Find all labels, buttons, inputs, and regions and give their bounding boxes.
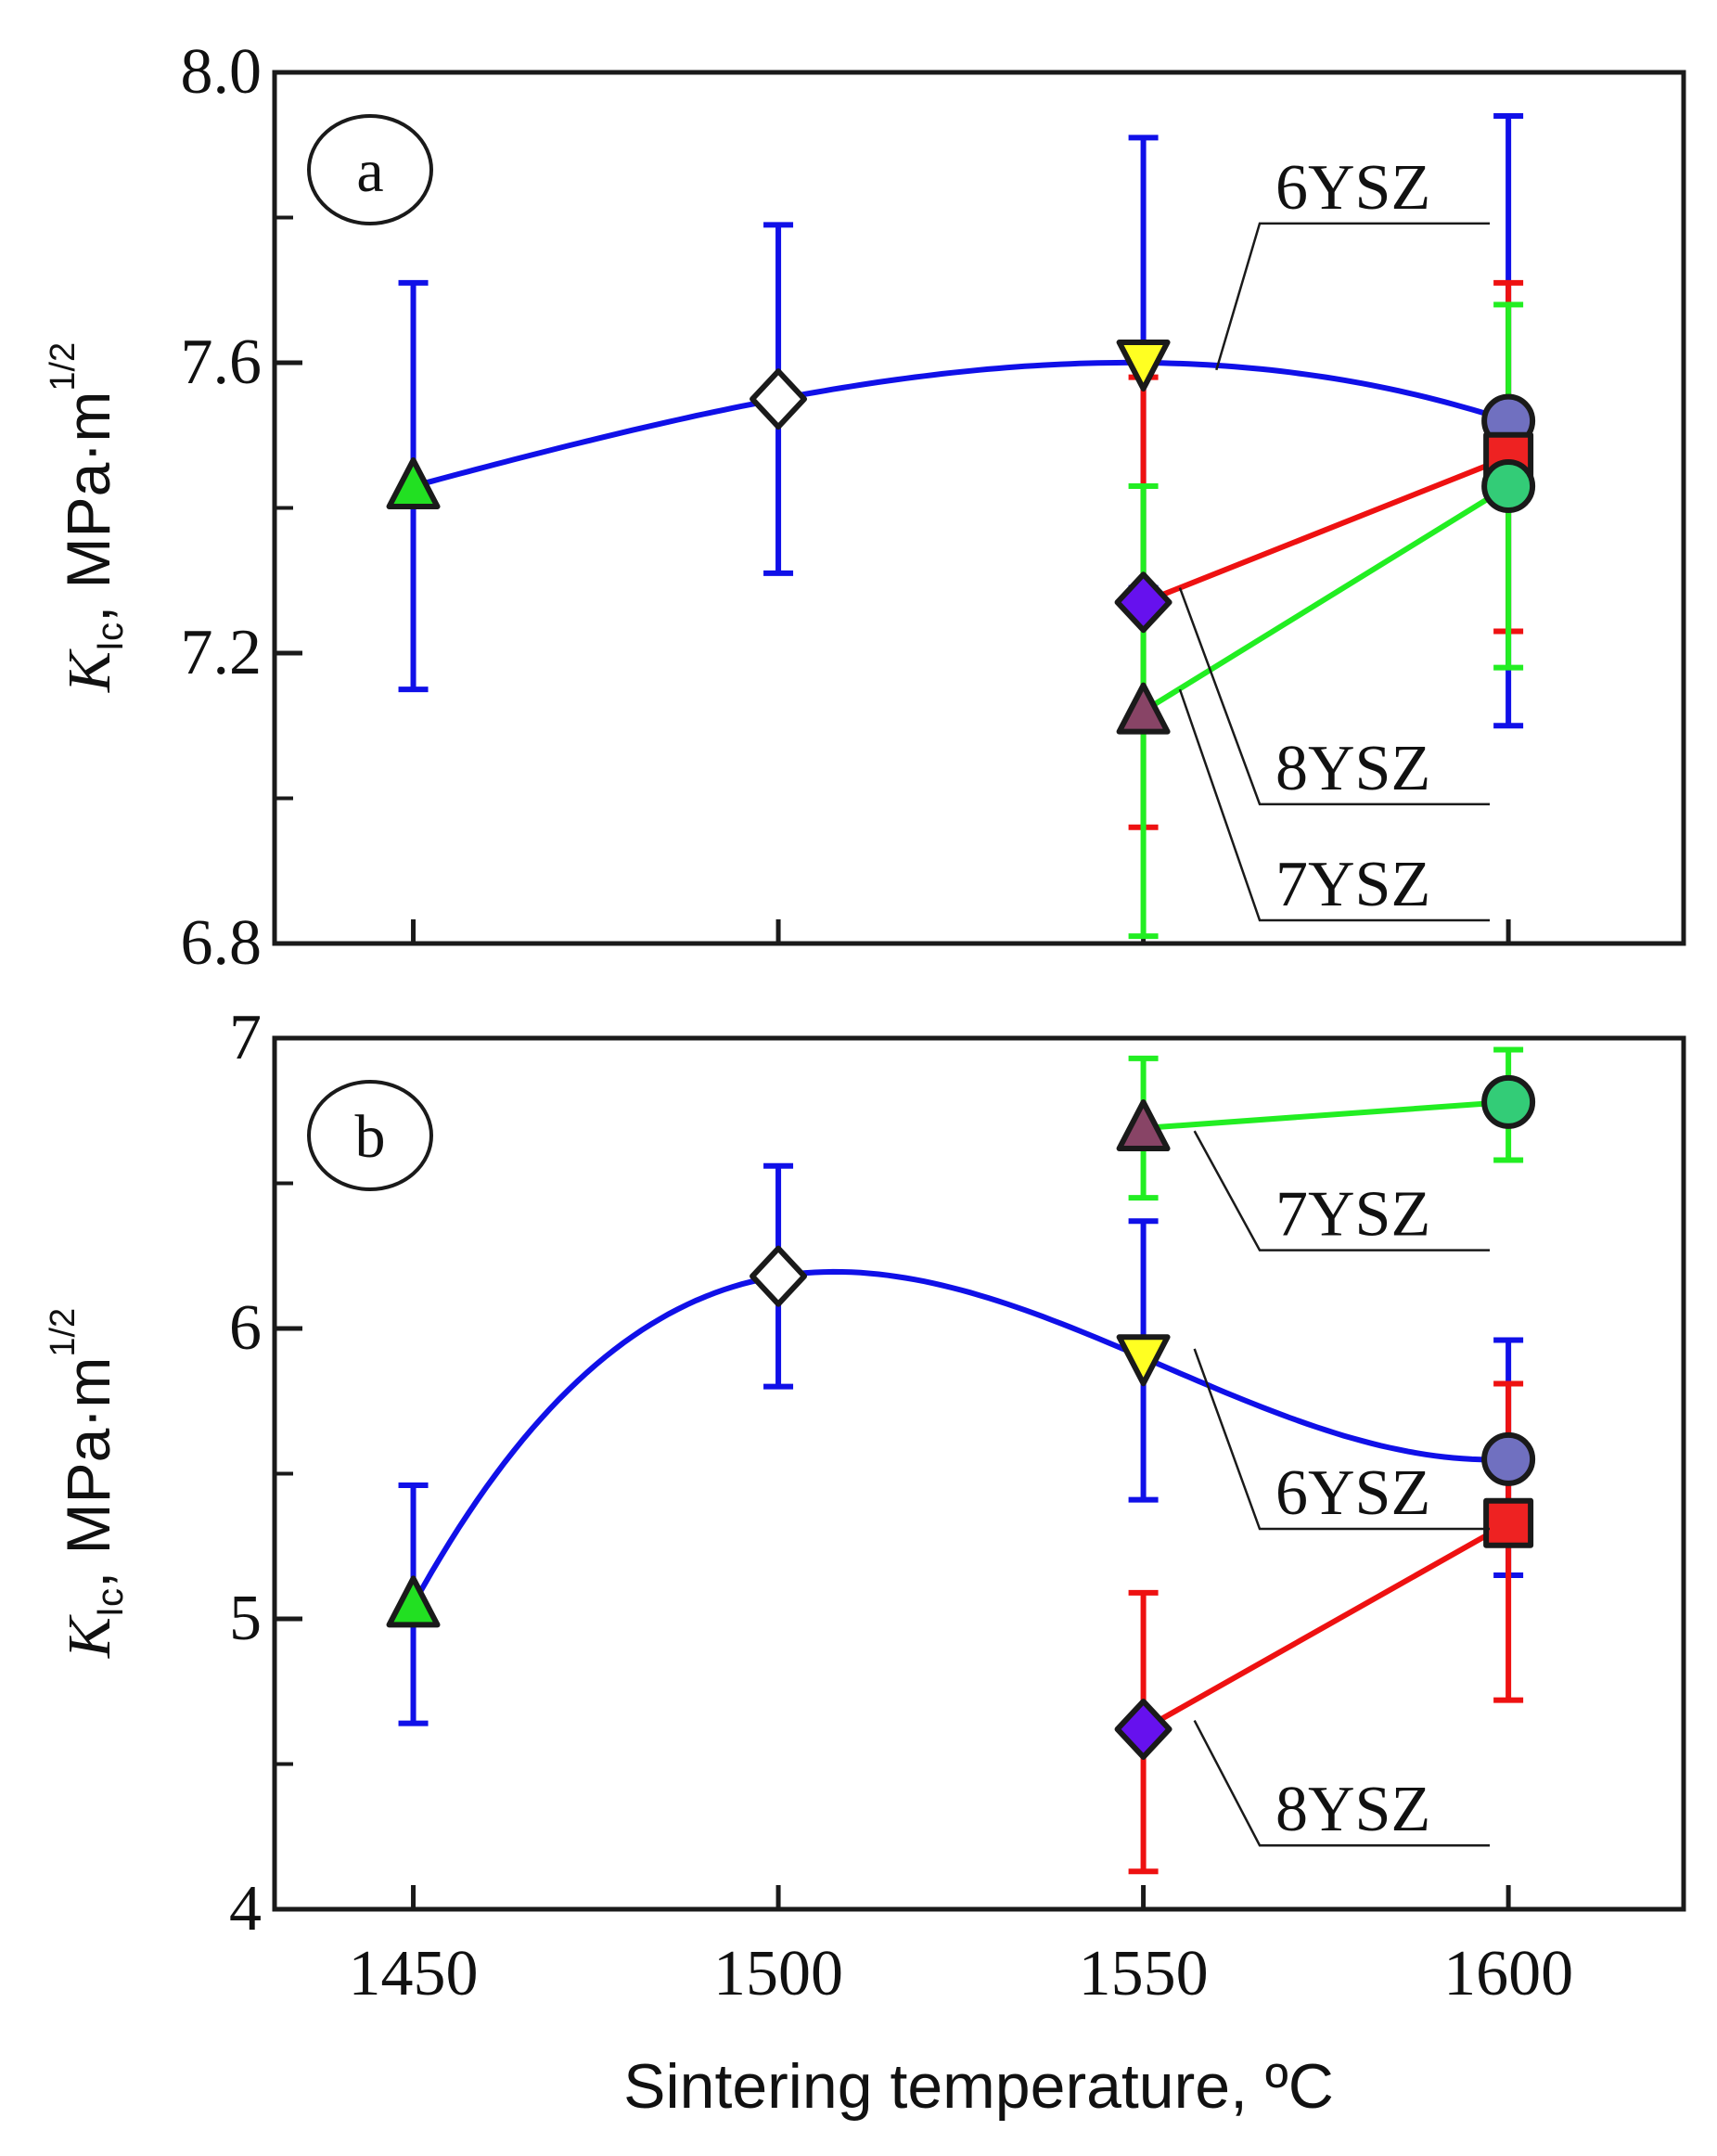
plot-frame xyxy=(272,1035,1686,1912)
fit-line-7ysz xyxy=(1143,1098,1509,1132)
marker-6ysz-1500 xyxy=(750,368,808,430)
y-tick-label: 7 xyxy=(229,1002,262,1073)
marker-7ysz-1600 xyxy=(1481,459,1536,514)
y-label-sup: 1/2 xyxy=(44,1308,83,1357)
y-label-unit: MPa·m xyxy=(54,1357,122,1555)
panel-label-circle xyxy=(307,1080,433,1191)
marker-8ysz-1600 xyxy=(1483,1497,1534,1548)
series-label-8ysz: 8YSZ xyxy=(1275,733,1430,804)
y-tick-label: 4 xyxy=(229,1873,262,1944)
series-label-6ysz: 6YSZ xyxy=(1275,1457,1430,1529)
y-label-k: K xyxy=(56,648,123,693)
leader-line-8ysz xyxy=(1178,587,1490,806)
leader-line-8ysz xyxy=(1193,1719,1490,1847)
y-label-k: K xyxy=(56,1614,123,1659)
panel-label-circle xyxy=(307,114,433,225)
y-label-sub: Ic xyxy=(90,622,131,651)
x-tick-label: 1500 xyxy=(713,1938,843,2009)
y-tick-label: 8.0 xyxy=(181,36,263,108)
marker-6ysz-1500 xyxy=(750,1245,808,1307)
series-label-6ysz: 6YSZ xyxy=(1275,152,1430,224)
y-axis-label: KIc, MPa·m1/2 xyxy=(44,1308,131,1659)
leader-line-7ysz xyxy=(1193,1130,1490,1251)
fit-curve-6ysz xyxy=(410,1268,1509,1606)
y-tick-label: 6.8 xyxy=(181,907,263,979)
marker-7ysz-1600 xyxy=(1481,1074,1536,1129)
x-tick-label: 1450 xyxy=(349,1938,479,2009)
y-label-sep: , xyxy=(54,588,122,622)
y-label-sep: , xyxy=(54,1554,122,1588)
x-tick-label: 1600 xyxy=(1443,1938,1573,2009)
y-label-sub: Ic xyxy=(90,1588,131,1617)
marker-6ysz-1600 xyxy=(1481,1431,1536,1486)
fit-line-7ysz xyxy=(1142,483,1510,714)
panel-a: 6.8 7.2 7.6 8.0 KIc, MPa·m1/2 a 6YSZ 8YSZ 7YSZ xyxy=(44,36,1686,979)
leader-line-6ysz xyxy=(1215,222,1490,371)
x-tick-label: 1550 xyxy=(1079,1938,1209,2009)
series-label-7ysz: 7YSZ xyxy=(1275,1179,1430,1251)
y-tick-label: 5 xyxy=(229,1583,262,1654)
marker-8ysz-1550 xyxy=(1114,571,1172,634)
y-label-sup: 1/2 xyxy=(44,342,83,391)
marker-6ysz-1550 xyxy=(1116,1334,1171,1387)
marker-7ysz-1550 xyxy=(1116,1099,1171,1152)
fit-line-8ysz xyxy=(1142,1521,1510,1732)
leader-line-7ysz xyxy=(1178,688,1490,922)
y-axis-label: KIc, MPa·m1/2 xyxy=(44,342,131,693)
y-tick-label: 6 xyxy=(229,1292,262,1364)
panel-b: 4 5 6 7 KIc, MPa·m1/2 b 7YSZ 6YSZ 8YSZ xyxy=(44,1002,1686,1944)
marker-6ysz-1450 xyxy=(386,457,441,510)
panel-label: a xyxy=(356,137,383,205)
panel-label: b xyxy=(355,1103,386,1171)
fit-curve-6ysz xyxy=(412,359,1510,489)
marker-6ysz-1450 xyxy=(386,1575,441,1628)
y-label-unit: MPa·m xyxy=(54,391,122,589)
y-tick-label: 7.2 xyxy=(181,617,263,688)
leader-line-6ysz xyxy=(1193,1348,1490,1531)
marker-6ysz-1550 xyxy=(1116,340,1171,391)
series-label-8ysz: 8YSZ xyxy=(1275,1774,1430,1845)
x-axis-label: Sintering temperature, ºC xyxy=(623,2051,1334,2122)
fit-line-8ysz xyxy=(1142,454,1510,606)
x-axis: 1450 1500 1550 1600 Sintering temperature, º… xyxy=(349,1938,1574,2122)
series-label-7ysz: 7YSZ xyxy=(1275,849,1430,920)
y-tick-label: 7.6 xyxy=(181,327,263,398)
marker-7ysz-1550 xyxy=(1116,682,1171,735)
marker-8ysz-1550 xyxy=(1114,1698,1172,1760)
